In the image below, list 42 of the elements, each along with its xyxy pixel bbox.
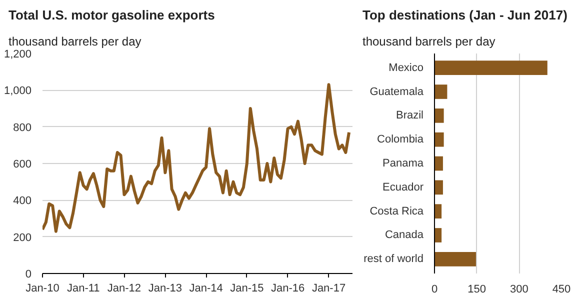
bar [434, 228, 442, 242]
chart-subtitle: thousand barrels per day [362, 34, 496, 48]
y-tick-label: 800 [13, 122, 32, 134]
chart-title: Top destinations (Jan - Jun 2017) [362, 8, 568, 22]
x-tick-label: 300 [510, 284, 528, 296]
chart-subtitle: thousand barrels per day [8, 34, 142, 48]
x-tick-label: 150 [468, 284, 486, 296]
y-tick-label: 600 [13, 158, 32, 170]
y-tick-label: Colombia [377, 134, 424, 146]
x-tick-label: Jan-15 [230, 282, 264, 294]
bar [434, 108, 444, 123]
x-tick-label: Jan-12 [107, 282, 142, 294]
y-tick-label: Brazil [396, 110, 424, 122]
bar [434, 204, 442, 218]
x-tick-label: 0 [431, 284, 438, 296]
bar [434, 180, 443, 195]
y-tick-label: rest of world [364, 253, 424, 266]
bar [434, 84, 448, 99]
bar [434, 132, 444, 147]
y-tick-label: 400 [13, 195, 32, 208]
line-series [42, 83, 351, 233]
y-tick-label: 200 [13, 232, 32, 244]
y-tick-label: Panama [382, 158, 424, 170]
x-tick-label: Jan-17 [312, 282, 346, 294]
x-tick-label: Jan-10 [26, 282, 60, 294]
bar [434, 252, 476, 266]
y-tick-label: 1,200 [4, 48, 32, 60]
y-tick-label: 0 [25, 268, 32, 280]
y-tick-label: Canada [384, 229, 424, 242]
bar [434, 60, 548, 76]
x-tick-label: Jan-16 [270, 282, 305, 294]
y-tick-label: 1,000 [4, 85, 32, 98]
bar [434, 156, 443, 171]
x-tick-label: Jan-14 [189, 282, 223, 294]
x-tick-label: Jan-11 [66, 282, 100, 294]
y-tick-label: Mexico [388, 62, 424, 74]
y-tick-label: Costa Rica [370, 205, 424, 218]
y-tick-label: Guatemala [370, 86, 424, 98]
y-tick-label: Ecuador [382, 181, 424, 194]
x-tick-label: Jan-13 [148, 282, 182, 294]
x-tick-label: 450 [552, 284, 571, 296]
chart-title: Total U.S. motor gasoline exports [8, 8, 215, 22]
